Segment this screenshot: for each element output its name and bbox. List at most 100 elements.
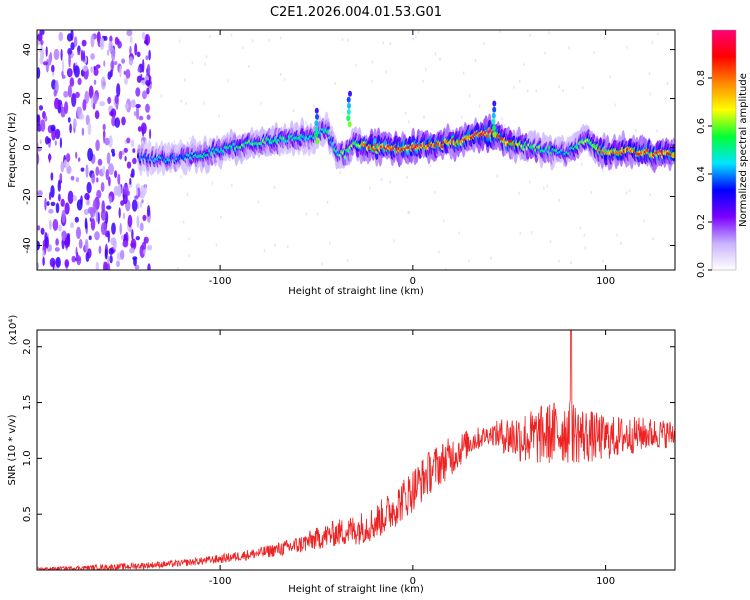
- noise-blob: [140, 201, 142, 209]
- noise-blob: [129, 45, 132, 56]
- noise-blob: [50, 172, 54, 181]
- noise-blob: [37, 153, 40, 165]
- noise-blob: [148, 49, 151, 61]
- noise-blob: [69, 77, 75, 87]
- noise-blob: [37, 190, 43, 197]
- noise-blob: [75, 177, 80, 183]
- spectrogram-y-tick-label: 20: [22, 92, 33, 105]
- noise-blob: [147, 205, 151, 217]
- noise-blob: [139, 244, 146, 258]
- speckle: [160, 94, 162, 98]
- speckle: [529, 180, 531, 184]
- speckle: [468, 94, 471, 98]
- noise-blob: [39, 47, 43, 53]
- noise-blob: [94, 110, 100, 120]
- snr-y-tick-label: 1.0: [22, 450, 33, 466]
- noise-blob: [74, 216, 79, 223]
- noise-blob: [85, 164, 89, 178]
- feature-blob: [348, 90, 352, 97]
- spectrogram-x-tick-label: -100: [209, 276, 232, 287]
- snr-ticks: -100 0 100 0.5 1.0 1.5 2.0: [22, 330, 675, 587]
- noise-blob: [49, 257, 56, 268]
- noise-blob: [134, 264, 140, 270]
- speckle: [279, 36, 282, 40]
- noise-blob: [112, 239, 117, 250]
- noise-blob: [64, 237, 69, 249]
- speckle: [434, 52, 437, 56]
- noise-blob: [85, 199, 91, 206]
- noise-blob: [67, 117, 71, 123]
- noise-blob: [127, 214, 133, 228]
- noise-blob: [72, 118, 77, 129]
- speckle: [544, 51, 546, 55]
- noise-blob: [61, 209, 66, 224]
- noise-blob: [70, 30, 74, 41]
- speckle: [629, 189, 631, 193]
- noise-blob: [97, 158, 103, 166]
- noise-blob: [142, 214, 147, 221]
- colorbar-tick-label: 0.2: [696, 214, 707, 230]
- noise-blob: [77, 77, 82, 86]
- speckle: [604, 36, 606, 40]
- colorbar-label: Normalized spectral amplitude: [738, 73, 749, 227]
- noise-blob: [75, 246, 78, 257]
- noise-blob: [58, 193, 61, 202]
- speckle: [530, 231, 533, 235]
- speckle: [602, 169, 604, 173]
- noise-blob: [122, 184, 129, 196]
- speckle: [562, 89, 564, 93]
- noise-blob: [82, 65, 88, 72]
- noise-blob: [125, 69, 131, 79]
- noise-blob: [44, 115, 48, 122]
- speckle: [529, 33, 531, 37]
- speckle: [173, 140, 176, 144]
- noise-blob: [114, 170, 118, 179]
- spectrogram-frame: [36, 29, 676, 271]
- speckle: [649, 92, 652, 96]
- speckle: [203, 101, 205, 105]
- speckle: [519, 79, 521, 83]
- noise-blob: [50, 185, 55, 198]
- noise-blob: [99, 101, 105, 107]
- noise-blob: [69, 123, 72, 134]
- noise-blob: [135, 103, 141, 109]
- speckle: [535, 89, 538, 93]
- speckle: [188, 237, 190, 241]
- noise-blob: [132, 256, 138, 261]
- noise-blob: [124, 103, 129, 110]
- noise-blob: [142, 90, 147, 100]
- noise-blob: [114, 117, 121, 128]
- noise-blob: [85, 114, 90, 126]
- noise-blob: [126, 30, 133, 37]
- speckle: [443, 219, 445, 223]
- snr-y-tick-label: 0.5: [22, 506, 33, 522]
- noise-blob: [130, 238, 137, 251]
- spectrogram-y-tick-label: 0: [22, 144, 33, 150]
- speckle: [462, 71, 465, 75]
- speckle: [616, 233, 618, 237]
- speckle: [242, 46, 244, 50]
- noise-blob: [54, 128, 61, 140]
- noise-blob: [120, 235, 124, 240]
- noise-blob: [132, 148, 136, 153]
- snr-x-tick-label: 100: [596, 576, 615, 587]
- speckle: [468, 259, 470, 263]
- speckle: [274, 243, 276, 247]
- noise-blob: [92, 94, 98, 105]
- noise-blob: [70, 175, 75, 181]
- noise-blob: [37, 67, 41, 79]
- noise-blob: [54, 140, 57, 146]
- noise-blob: [71, 93, 77, 107]
- noise-blob: [78, 157, 81, 162]
- feature-blob: [315, 138, 320, 145]
- noise-blob: [87, 148, 93, 162]
- speckle: [657, 32, 659, 36]
- speckle: [355, 63, 357, 67]
- feature-blob: [491, 112, 496, 119]
- noise-blob: [70, 222, 75, 229]
- noise-blob: [133, 111, 137, 116]
- speckle: [626, 45, 628, 49]
- speckle: [614, 103, 616, 107]
- speckle: [651, 41, 654, 45]
- noise-blob: [67, 190, 74, 204]
